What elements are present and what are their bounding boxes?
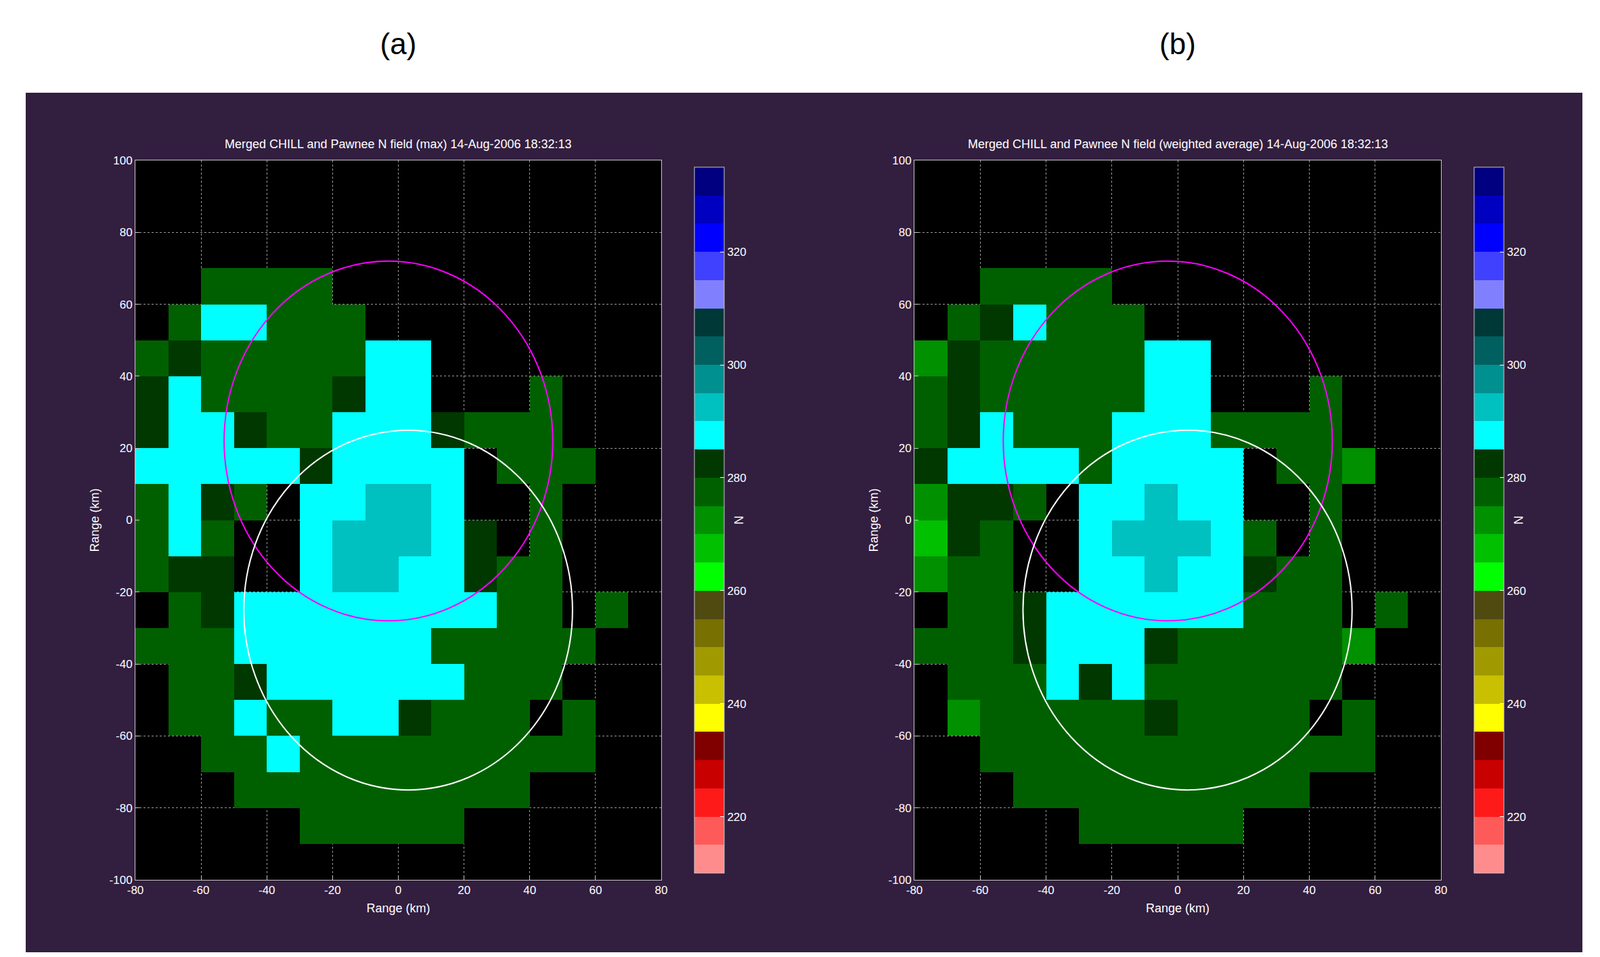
svg-text:Range (km): Range (km) — [87, 487, 102, 552]
svg-text:80: 80 — [898, 226, 912, 239]
svg-text:-80: -80 — [127, 883, 145, 897]
svg-text:60: 60 — [588, 883, 602, 897]
svg-text:Range (km): Range (km) — [867, 487, 881, 552]
svg-text:260: 260 — [726, 584, 746, 598]
svg-text:-60: -60 — [971, 883, 989, 897]
svg-text:80: 80 — [1434, 883, 1448, 897]
svg-text:40: 40 — [523, 883, 537, 897]
svg-text:80: 80 — [655, 883, 669, 897]
svg-text:-80: -80 — [894, 802, 912, 815]
svg-text:Range (km): Range (km) — [1145, 901, 1210, 916]
svg-text:-80: -80 — [115, 802, 133, 815]
svg-text:260: 260 — [1506, 584, 1526, 598]
svg-text:-40: -40 — [115, 657, 133, 671]
svg-text:280: 280 — [726, 471, 746, 485]
svg-text:-20: -20 — [115, 586, 133, 599]
svg-text:320: 320 — [726, 245, 746, 259]
svg-text:-60: -60 — [192, 883, 210, 897]
svg-text:20: 20 — [457, 883, 471, 897]
svg-text:-100: -100 — [888, 873, 912, 887]
svg-text:80: 80 — [119, 226, 133, 239]
svg-text:-20: -20 — [894, 586, 912, 599]
svg-text:-100: -100 — [109, 873, 133, 887]
svg-text:40: 40 — [1302, 883, 1316, 897]
svg-text:N: N — [732, 515, 746, 525]
svg-text:300: 300 — [1506, 358, 1526, 372]
svg-text:20: 20 — [1237, 883, 1251, 897]
svg-text:220: 220 — [1506, 810, 1526, 824]
svg-text:N: N — [1512, 515, 1526, 525]
svg-text:20: 20 — [898, 441, 912, 455]
svg-text:40: 40 — [119, 370, 133, 384]
svg-text:60: 60 — [119, 298, 133, 312]
svg-text:0: 0 — [395, 883, 402, 897]
svg-text:-40: -40 — [258, 883, 276, 897]
svg-text:-60: -60 — [115, 729, 133, 743]
svg-text:-60: -60 — [894, 729, 912, 743]
svg-text:20: 20 — [119, 441, 133, 455]
svg-text:60: 60 — [898, 298, 912, 312]
svg-text:-20: -20 — [324, 883, 342, 897]
svg-text:240: 240 — [1506, 697, 1526, 711]
svg-text:100: 100 — [892, 154, 911, 168]
svg-text:-20: -20 — [1103, 883, 1121, 897]
svg-text:320: 320 — [1506, 245, 1526, 259]
svg-text:0: 0 — [1174, 883, 1181, 897]
svg-text:-40: -40 — [1037, 883, 1055, 897]
html-text:(a): (a) — [380, 27, 417, 61]
svg-text:-80: -80 — [906, 883, 924, 897]
svg-text:240: 240 — [726, 697, 746, 711]
svg-text:Range (km): Range (km) — [366, 901, 430, 916]
html-text:(b): (b) — [1159, 27, 1196, 61]
svg-text:60: 60 — [1368, 883, 1382, 897]
svg-text:Merged CHILL and Pawnee N fiel: Merged CHILL and Pawnee N field (weighte… — [967, 137, 1389, 151]
svg-text:40: 40 — [898, 370, 912, 384]
svg-text:300: 300 — [726, 358, 746, 372]
svg-text:220: 220 — [726, 810, 746, 824]
svg-text:-40: -40 — [894, 657, 912, 671]
svg-text:100: 100 — [113, 154, 132, 168]
svg-text:0: 0 — [125, 513, 132, 527]
svg-text:280: 280 — [1506, 471, 1526, 485]
svg-text:Merged CHILL and Pawnee N fiel: Merged CHILL and Pawnee N field (max) 14… — [224, 137, 572, 151]
svg-text:0: 0 — [904, 513, 911, 527]
